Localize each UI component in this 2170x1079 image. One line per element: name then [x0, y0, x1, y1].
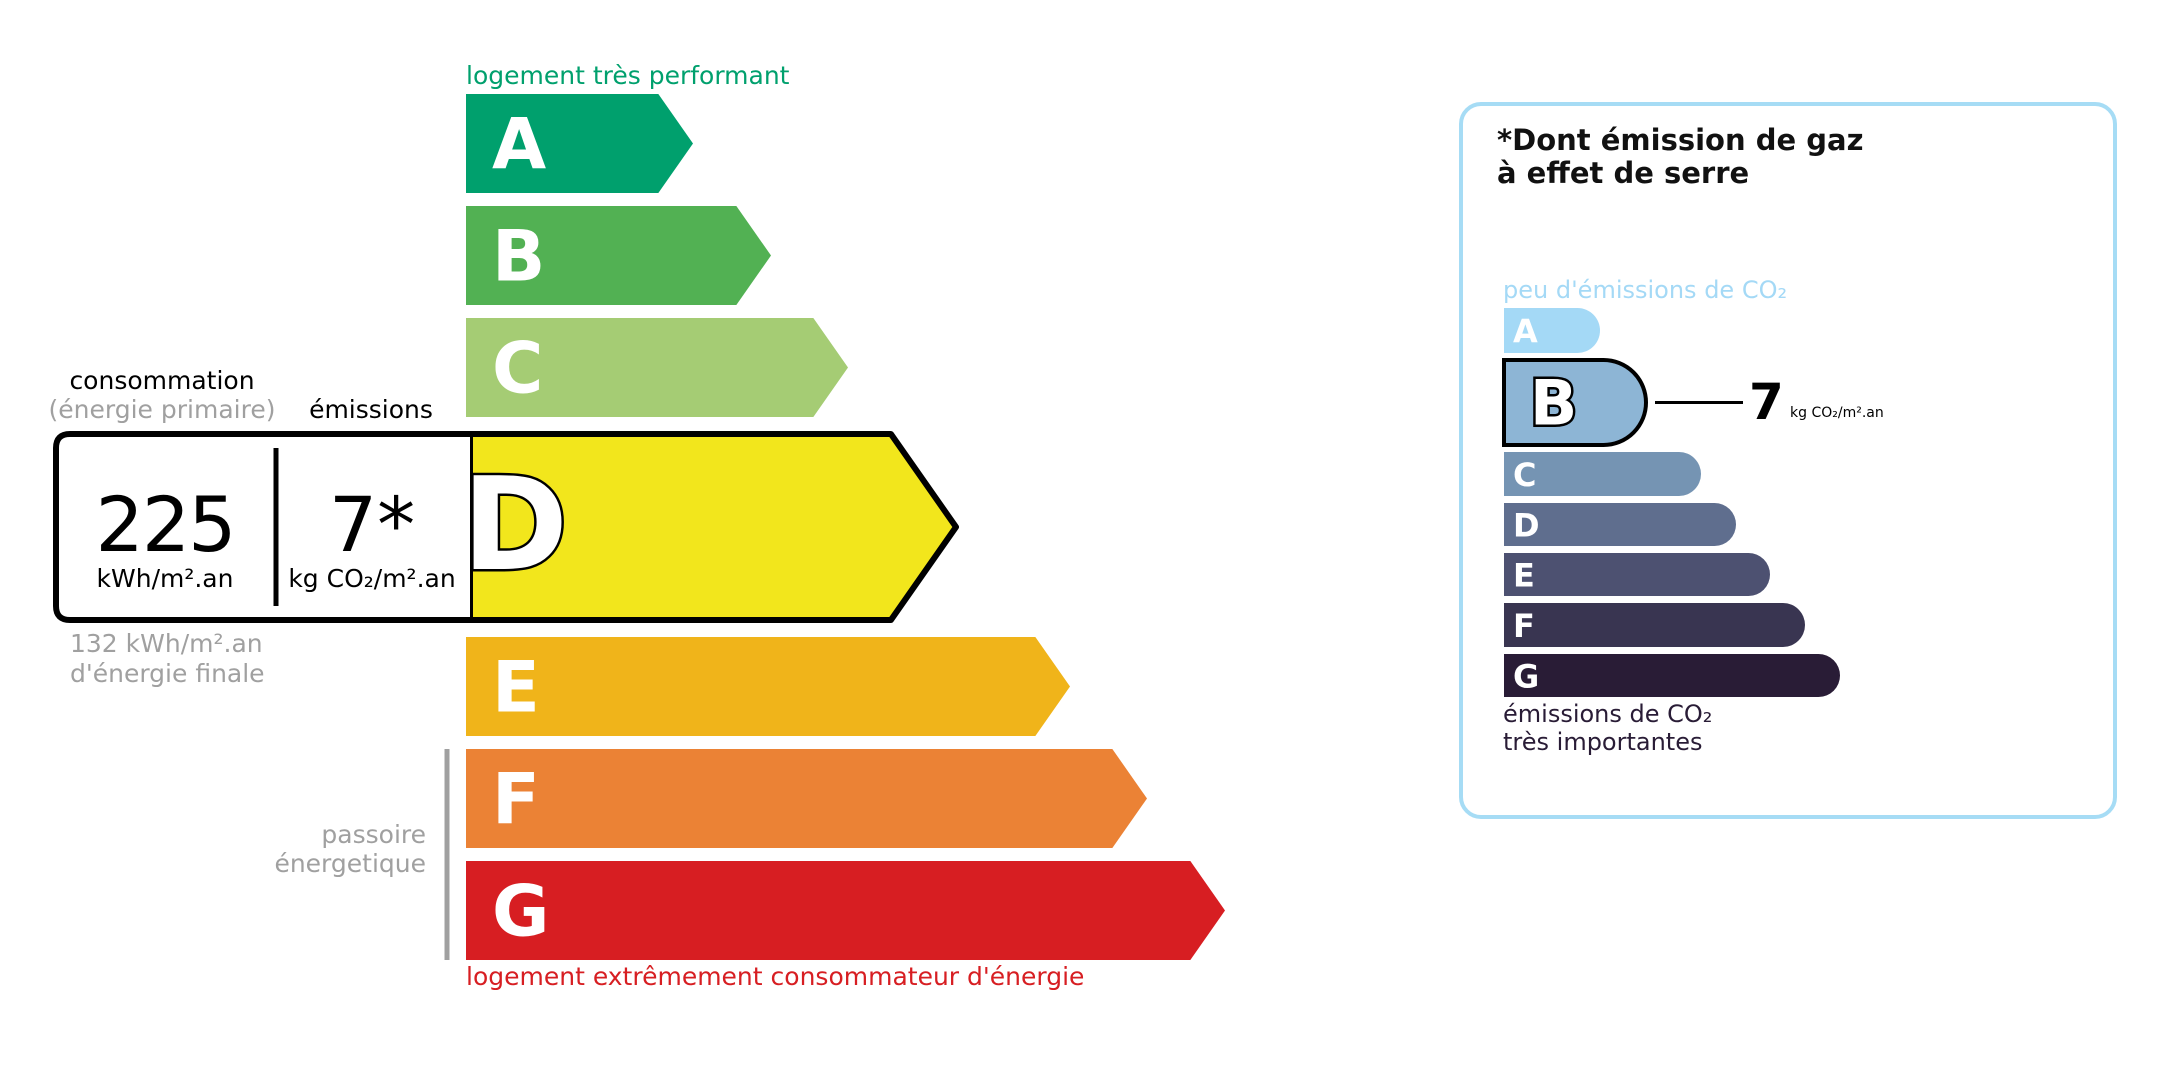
ghg-title-1: *Dont émission de gaz [1497, 123, 1864, 157]
energy-class-B: B [466, 206, 771, 305]
ghg-letter-A: A [1513, 313, 1538, 351]
ghg-bottom-label-2: très importantes [1503, 728, 1703, 756]
consumption-value: 225 [95, 480, 236, 569]
emissions-label: émissions [309, 395, 433, 424]
ghg-value: 7 [1749, 373, 1784, 431]
emissions-unit: kg CO₂/m².an [288, 564, 456, 593]
energy-bottom-label: logement extrêmement consommateur d'éner… [466, 962, 1085, 991]
energy-letter-B: B [492, 216, 545, 298]
ghg-class-C: C [1504, 452, 1701, 496]
final-energy-label: d'énergie finale [70, 659, 265, 688]
energy-top-label: logement très performant [466, 61, 790, 90]
consumption-sub-label: (énergie primaire) [48, 395, 276, 424]
energy-class-D: D [459, 431, 959, 623]
ghg-letter-D: D [1513, 507, 1540, 545]
ghg-class-A: A [1504, 308, 1601, 353]
ghg-bar-E [1504, 553, 1771, 596]
energy-bar-B [466, 206, 771, 305]
ghg-bar-F [1504, 603, 1805, 647]
ghg-class-B: B [1502, 358, 1743, 447]
ghg-letter-F: F [1513, 607, 1535, 645]
ghg-bar-C [1504, 452, 1701, 496]
ghg-letter-G: G [1513, 658, 1539, 696]
energy-letter-A: A [492, 104, 546, 186]
ghg-letter-C: C [1513, 456, 1536, 494]
consumption-label: consommation [69, 366, 255, 395]
energy-bar-E [466, 637, 1070, 736]
energy-bar-C [466, 318, 848, 417]
energy-letter-D: D [462, 451, 568, 600]
energy-class-A: A [466, 94, 693, 193]
energy-bar-A [466, 94, 693, 193]
ghg-unit: kg CO₂/m².an [1790, 405, 1884, 421]
ghg-title-2: à effet de serre [1497, 156, 1750, 190]
passoire-label-2: énergetique [274, 849, 426, 878]
ghg-class-E: E [1504, 553, 1771, 596]
ghg-bar-D [1504, 503, 1736, 546]
ghg-class-G: G [1504, 654, 1840, 697]
energy-letter-G: G [492, 871, 549, 953]
energy-class-F: F [466, 749, 1147, 848]
ghg-letter-B: B [1530, 367, 1577, 440]
ghg-class-D: D [1504, 503, 1736, 546]
values-box [53, 431, 470, 623]
energy-class-C: C [466, 318, 848, 417]
energy-class-G: G [466, 861, 1225, 960]
emissions-value: 7* [328, 480, 416, 569]
energy-letter-C: C [492, 328, 543, 410]
passoire-label-1: passoire [321, 820, 426, 849]
energy-letter-E: E [492, 647, 540, 729]
ghg-bar-B [1502, 358, 1648, 447]
ghg-top-label: peu d'émissions de CO₂ [1503, 276, 1788, 304]
ghg-bottom-label-1: émissions de CO₂ [1503, 700, 1713, 728]
ghg-letter-E: E [1513, 557, 1535, 595]
consumption-unit: kWh/m².an [96, 564, 234, 593]
ghg-class-F: F [1504, 603, 1805, 647]
energy-bar-G [466, 861, 1225, 960]
energy-bar-F [466, 749, 1147, 848]
ghg-panel [1459, 102, 2117, 819]
energy-letter-F: F [492, 759, 540, 841]
energy-class-E: E [466, 637, 1070, 736]
ghg-bar-G [1504, 654, 1840, 697]
ghg-bar-A [1504, 308, 1601, 353]
final-energy-value: 132 kWh/m².an [70, 629, 263, 658]
